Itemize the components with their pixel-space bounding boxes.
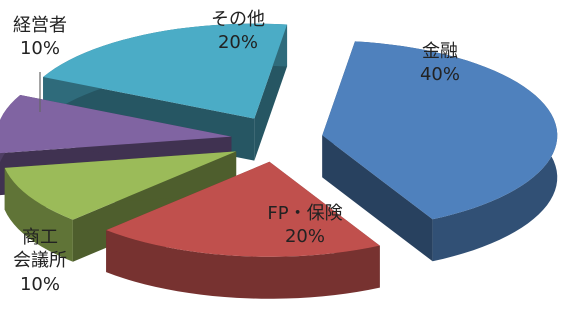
pie-slice-1 [106,161,380,299]
pie-slice-top-2 [4,151,237,220]
slice-label-name: 商工 会議所 [13,227,67,272]
slice-label-percent: 40% [419,64,460,86]
pie-slice-rim-1 [106,230,380,299]
slice-label-2: 商工 会議所 10% [0,226,100,296]
pie-slice-rim-2 [4,167,73,262]
slice-label-percent: 10% [19,273,60,295]
slice-label-4: その他 20% [178,8,298,55]
slice-label-name: 経営者 [13,15,67,36]
pie-slice-0 [322,41,558,262]
slice-label-0: 金融 40% [380,40,500,87]
pie-slice-top-3 [0,94,232,154]
slice-label-name: FP・保険 [267,203,343,224]
slice-label-name: 金融 [422,41,458,62]
slice-label-percent: 20% [284,226,325,248]
slice-label-name: その他 [211,9,265,30]
slice-label-percent: 10% [19,38,60,60]
slice-label-1: FP・保険 20% [245,202,365,249]
slice-label-percent: 20% [217,32,258,54]
pie-slice-top-1 [106,161,380,257]
pie-slice-wall-0-1 [322,135,433,262]
pie-slice-top-4 [43,23,288,119]
pie-slice-top-0 [322,41,558,220]
slice-label-3: 経営者 10% [0,14,100,61]
